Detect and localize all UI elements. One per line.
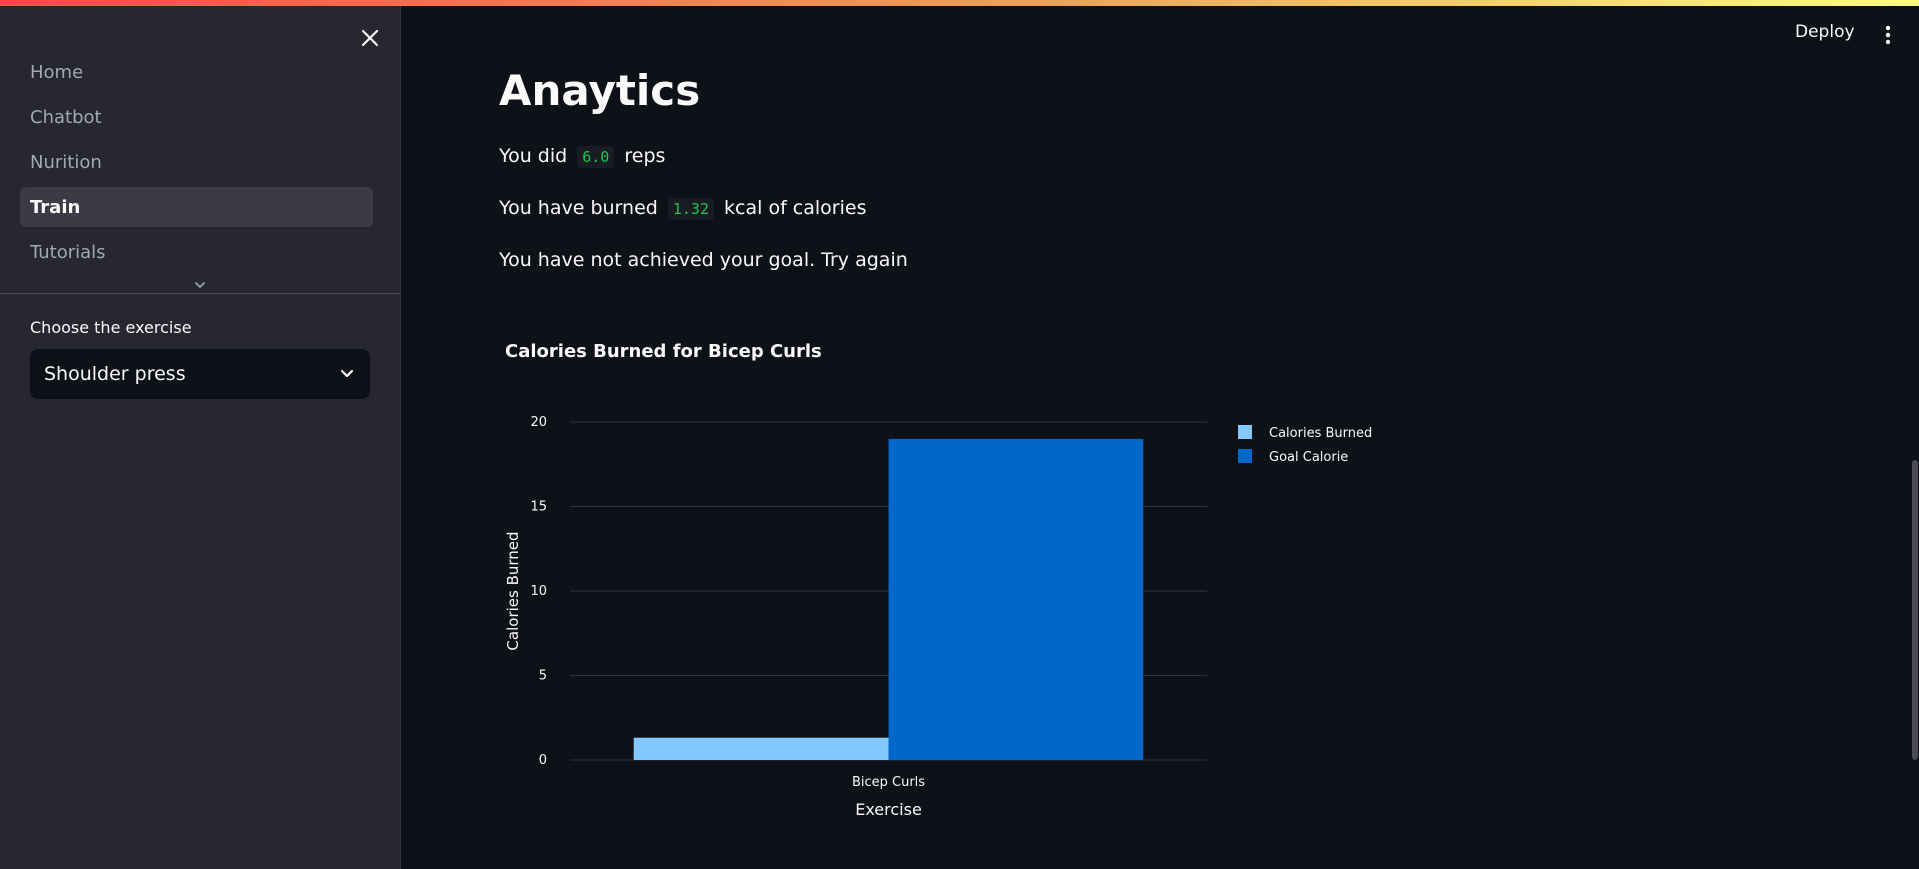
legend-swatch bbox=[1238, 449, 1252, 463]
chevron-down-icon[interactable] bbox=[192, 276, 208, 289]
y-tick-label: 20 bbox=[530, 415, 547, 430]
chart-title: Calories Burned for Bicep Curls bbox=[505, 341, 822, 362]
sidebar: Home Chatbot Nurition Train Tutorials Ch… bbox=[0, 0, 401, 869]
close-icon bbox=[361, 29, 379, 47]
legend-label: Calories Burned bbox=[1269, 426, 1372, 441]
top-decoration-bar bbox=[0, 0, 1919, 6]
goal-message: You have not achieved your goal. Try aga… bbox=[499, 249, 908, 271]
sidebar-item-chatbot[interactable]: Chatbot bbox=[30, 106, 102, 128]
sidebar-item-nutrition[interactable]: Nurition bbox=[30, 151, 102, 173]
x-axis-title: Exercise bbox=[855, 800, 922, 819]
calories-prefix: You have burned bbox=[499, 197, 658, 219]
main-menu-button[interactable] bbox=[1883, 24, 1893, 46]
legend-swatch bbox=[1238, 425, 1252, 439]
bar-goal-calorie bbox=[888, 438, 1144, 760]
main-scrollbar[interactable] bbox=[1912, 460, 1918, 760]
reps-text: You did 6.0 reps bbox=[499, 145, 666, 168]
bar-calories-burned bbox=[633, 737, 889, 760]
legend-label: Goal Calorie bbox=[1269, 450, 1348, 465]
x-tick-label: Bicep Curls bbox=[852, 775, 925, 790]
y-tick-label: 5 bbox=[539, 669, 547, 684]
page-title: Anaytics bbox=[499, 66, 701, 115]
y-axis-title: Calories Burned bbox=[504, 531, 522, 650]
y-tick-label: 0 bbox=[539, 753, 547, 768]
sidebar-divider bbox=[0, 293, 400, 294]
exercise-select-label: Choose the exercise bbox=[30, 318, 192, 337]
chevron-down-icon bbox=[340, 369, 354, 378]
y-tick-label: 10 bbox=[530, 584, 547, 599]
close-sidebar-button[interactable] bbox=[357, 25, 383, 51]
kebab-menu-icon bbox=[1885, 25, 1891, 45]
sidebar-item-train[interactable]: Train bbox=[20, 187, 373, 227]
calories-value: 1.32 bbox=[667, 198, 714, 220]
deploy-button[interactable]: Deploy bbox=[1795, 22, 1855, 42]
exercise-select-value: Shoulder press bbox=[44, 363, 186, 385]
reps-suffix: reps bbox=[624, 145, 666, 167]
reps-value: 6.0 bbox=[577, 146, 615, 168]
y-tick-label: 15 bbox=[530, 500, 547, 515]
calories-text: You have burned 1.32 kcal of calories bbox=[499, 197, 867, 220]
calories-bar-chart: 0 5 10 15 20 Bicep Curls Exercise Calories Burn… bbox=[504, 415, 1372, 819]
sidebar-item-tutorials[interactable]: Tutorials bbox=[30, 241, 106, 263]
reps-prefix: You did bbox=[499, 145, 568, 167]
sidebar-nav: Home Chatbot Nurition Train Tutorials bbox=[20, 52, 373, 277]
calories-suffix: kcal of calories bbox=[724, 197, 867, 219]
exercise-select[interactable]: Shoulder press bbox=[30, 349, 370, 399]
sidebar-item-home[interactable]: Home bbox=[30, 61, 84, 83]
